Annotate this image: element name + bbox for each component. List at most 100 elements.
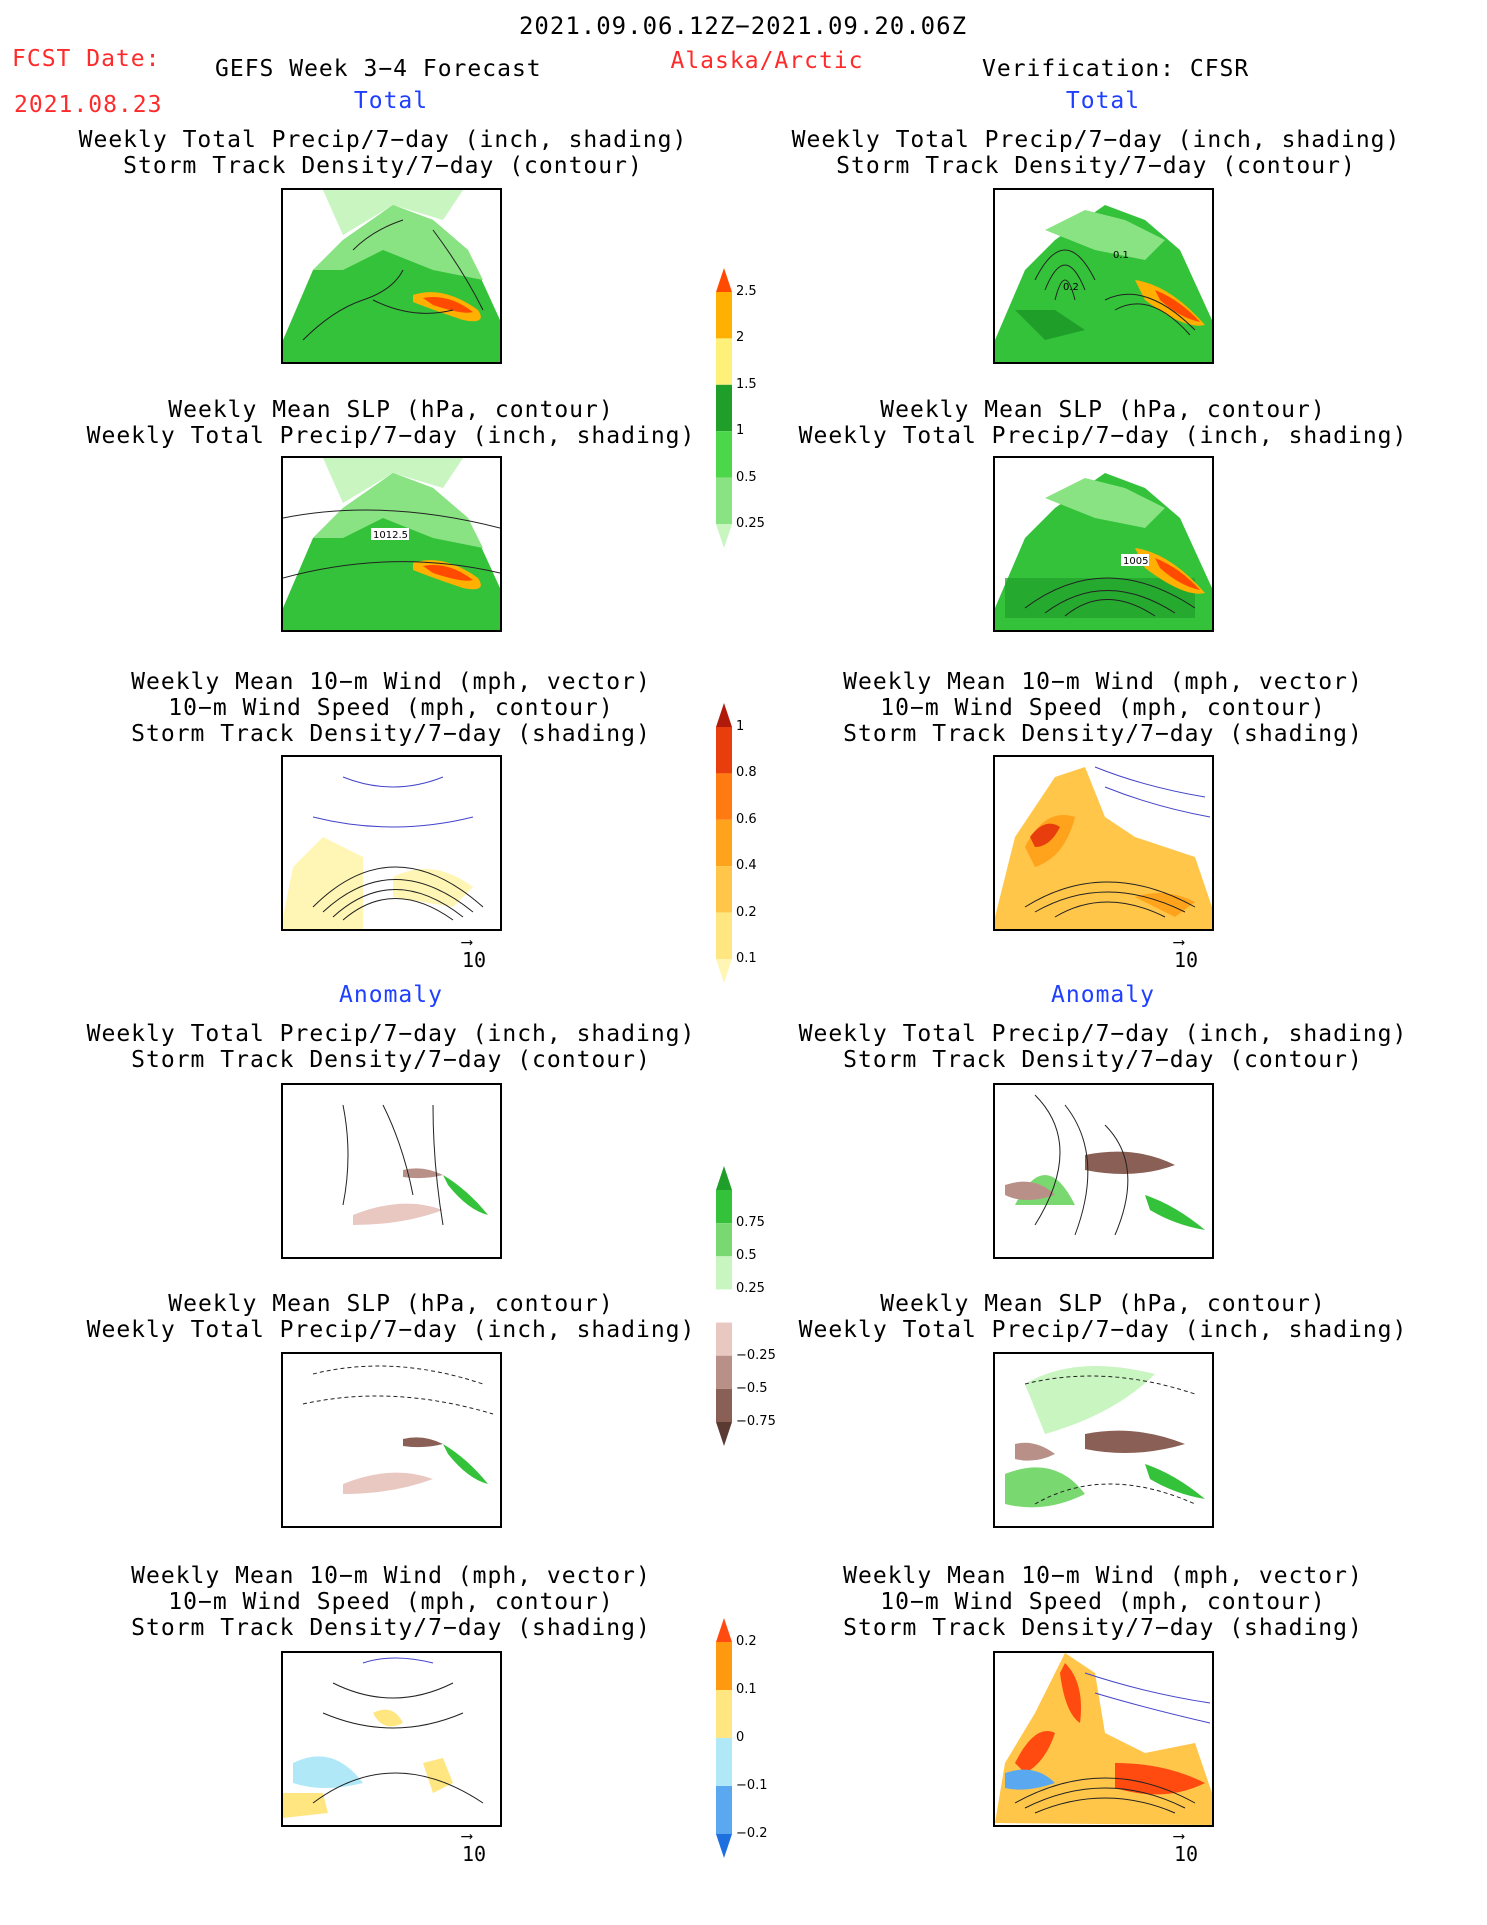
map-fcst-precip-total xyxy=(281,188,502,364)
colorbar-tick-label: 0.6 xyxy=(736,811,757,827)
colorbar-segment xyxy=(716,524,732,548)
colorbar-tick-label: −0.25 xyxy=(736,1347,776,1363)
title-verif-wind-total: Weekly Mean 10−m Wind (mph, vector) 10−m… xyxy=(843,669,1363,747)
colorbar-tick-label: 1 xyxy=(736,423,745,439)
map-verif-slp-anom xyxy=(993,1352,1214,1528)
colorbar-segment xyxy=(716,292,732,339)
title-fcst-precip-anom: Weekly Total Precip/7−day (inch, shading… xyxy=(86,1021,696,1073)
colorbar-tick-label: 0 xyxy=(736,1730,745,1745)
colorbar-tick-label: 0.1 xyxy=(736,1682,757,1697)
section-anomaly-right: Anomaly xyxy=(1051,982,1155,1008)
colorbar-total-storm-track: 0.1 0.2 0.4 0.6 0.8 1 xyxy=(716,703,796,983)
map-verif-precip-anom xyxy=(993,1083,1214,1259)
colorbar-precip-anomaly: −0.75 −0.5 −0.25 0.25 0.5 0.75 xyxy=(716,1166,796,1446)
map-fcst-precip-anom xyxy=(281,1083,502,1259)
map-fcst-wind-total xyxy=(281,755,502,931)
title-fcst-wind-total: Weekly Mean 10−m Wind (mph, vector) 10−m… xyxy=(131,669,651,747)
colorbar-tick-label: −0.2 xyxy=(736,1826,768,1841)
colorbar-segment xyxy=(716,912,732,959)
colorbar-segment xyxy=(716,1786,732,1834)
colorbar-tick-label: −0.75 xyxy=(736,1414,776,1429)
colorbar-tick-label: 0.25 xyxy=(736,1281,765,1297)
colorbar-segment xyxy=(716,384,732,432)
fcst-date-label: FCST Date: xyxy=(12,46,161,72)
colorbar-segment xyxy=(716,959,732,983)
vector-ref-verif-total: ⟶ 10 xyxy=(1174,932,1199,973)
colorbar-total-precip: 0.25 0.5 1 1.5 2 2.5 xyxy=(716,268,796,548)
colorbar-tick-label: 1.5 xyxy=(736,376,757,392)
map-fcst-wind-anom xyxy=(281,1651,502,1827)
title-fcst-slp-total: Weekly Mean SLP (hPa, contour) Weekly To… xyxy=(86,397,696,449)
colorbar-segment xyxy=(716,1355,732,1389)
region-label: Alaska/Arctic xyxy=(670,48,864,74)
colorbar-tick-label: 0.8 xyxy=(736,765,757,781)
colorbar-svg xyxy=(716,1618,732,1858)
map-fcst-slp-anom xyxy=(281,1352,502,1528)
colorbar-tick-label: −0.5 xyxy=(736,1380,768,1396)
contour-label-verif-slp: 1005 xyxy=(1123,556,1148,567)
colorbar-segment xyxy=(716,773,732,820)
colorbar-tick-label: 0.4 xyxy=(736,858,757,874)
vector-ref-fcst-anom: ⟶ 10 xyxy=(462,1826,487,1867)
colorbar-segment xyxy=(716,866,732,913)
section-total-right: Total xyxy=(1065,88,1141,114)
colorbar-segment xyxy=(716,268,732,292)
contour-label-verif-a: 0.1 xyxy=(1113,250,1129,261)
title-verif-wind-anom: Weekly Mean 10−m Wind (mph, vector) 10−m… xyxy=(843,1563,1363,1641)
section-total-left: Total xyxy=(353,88,429,114)
contour-label-fcst-slp: 1012.5 xyxy=(373,530,408,541)
colorbar-segment xyxy=(716,338,732,385)
colorbar-segment xyxy=(716,1256,732,1290)
colorbar-tick-label: 0.1 xyxy=(736,951,757,966)
vector-ref-verif-anom: ⟶ 10 xyxy=(1174,1826,1199,1867)
colorbar-svg xyxy=(716,1166,732,1446)
colorbar-segment xyxy=(716,1618,732,1642)
model-label: GEFS Week 3−4 Forecast xyxy=(215,56,542,82)
colorbar-segment xyxy=(716,431,732,478)
title-verif-precip-anom: Weekly Total Precip/7−day (inch, shading… xyxy=(798,1021,1408,1073)
period-title: 2021.09.06.12Z−2021.09.20.06Z xyxy=(518,12,968,40)
colorbar-tick-label: −0.1 xyxy=(736,1778,768,1793)
map-fcst-slp-total: 1012.5 xyxy=(281,456,502,632)
colorbar-segment xyxy=(716,1834,732,1858)
map-verif-wind-anom xyxy=(993,1651,1214,1827)
colorbar-tick-label: 1 xyxy=(736,719,745,734)
section-anomaly-left: Anomaly xyxy=(339,982,443,1008)
map-verif-slp-total: 1005 xyxy=(993,456,1214,632)
colorbar-segment xyxy=(716,819,732,867)
colorbar-storm-track-anomaly: −0.2 −0.1 0 0.1 0.2 xyxy=(716,1618,796,1858)
verification-label: Verification: CFSR xyxy=(982,56,1250,82)
colorbar-svg xyxy=(716,703,732,983)
colorbar-tick-label: 2 xyxy=(736,330,745,346)
colorbar-segment xyxy=(716,727,732,774)
title-fcst-precip-total: Weekly Total Precip/7−day (inch, shading… xyxy=(78,127,688,179)
colorbar-segment xyxy=(716,1642,732,1690)
colorbar-segment xyxy=(716,1738,732,1786)
title-verif-slp-anom: Weekly Mean SLP (hPa, contour) Weekly To… xyxy=(798,1291,1408,1343)
colorbar-segment xyxy=(716,1190,732,1224)
colorbar-segment xyxy=(716,1690,732,1738)
colorbar-segment xyxy=(716,1388,732,1422)
colorbar-svg xyxy=(716,268,732,548)
map-verif-precip-total: 0.1 0.2 xyxy=(993,188,1214,364)
colorbar-segment xyxy=(716,1422,732,1446)
colorbar-tick-label: 0.2 xyxy=(736,904,757,920)
contour-label-verif-b: 0.2 xyxy=(1063,282,1079,293)
fcst-date-value: 2021.08.23 xyxy=(14,92,163,118)
colorbar-segment xyxy=(716,1223,732,1257)
title-fcst-wind-anom: Weekly Mean 10−m Wind (mph, vector) 10−m… xyxy=(131,1563,651,1641)
colorbar-segment xyxy=(716,1322,732,1356)
title-fcst-slp-anom: Weekly Mean SLP (hPa, contour) Weekly To… xyxy=(86,1291,696,1343)
colorbar-tick-label: 0.75 xyxy=(736,1215,765,1231)
title-verif-slp-total: Weekly Mean SLP (hPa, contour) Weekly To… xyxy=(798,397,1408,449)
colorbar-segment xyxy=(716,703,732,727)
colorbar-tick-label: 0.2 xyxy=(736,1634,757,1649)
colorbar-tick-label: 2.5 xyxy=(736,284,757,299)
map-verif-wind-total xyxy=(993,755,1214,931)
colorbar-segment xyxy=(716,477,732,524)
colorbar-segment xyxy=(716,1166,732,1190)
title-verif-precip-total: Weekly Total Precip/7−day (inch, shading… xyxy=(791,127,1401,179)
colorbar-tick-label: 0.25 xyxy=(736,516,765,531)
colorbar-segment xyxy=(716,1289,732,1323)
colorbar-tick-label: 0.5 xyxy=(736,469,757,485)
